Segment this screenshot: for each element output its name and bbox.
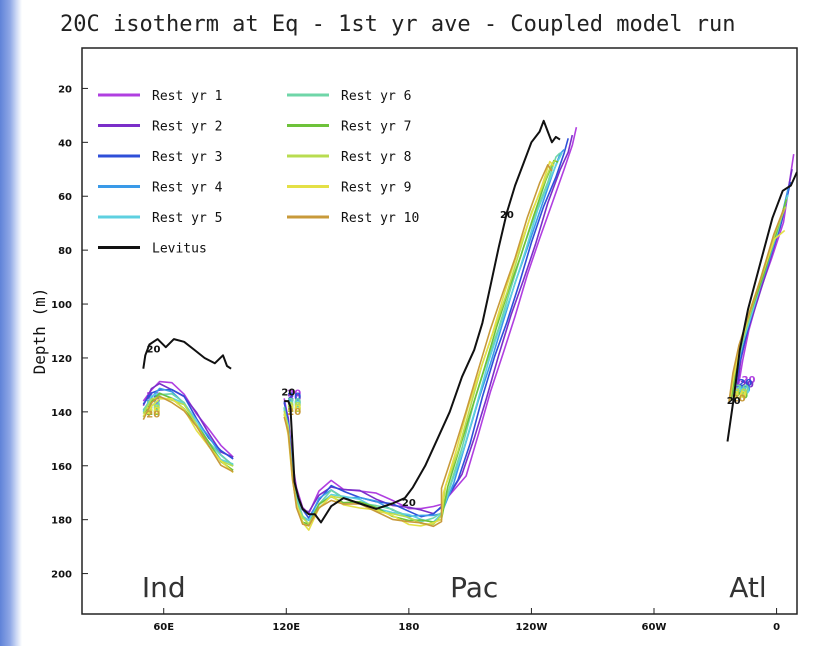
legend-label: Rest yr 3: [152, 150, 222, 165]
y-tick-label: 100: [51, 300, 72, 311]
contour-label: 20: [733, 390, 747, 401]
legend-label: Rest yr 9: [341, 181, 411, 196]
legend-item: Rest yr 1: [98, 89, 222, 104]
contour-label: 20: [737, 384, 751, 395]
chart-title: 20C isotherm at Eq - 1st yr ave - Couple…: [60, 12, 736, 37]
series-line-pac: [283, 159, 559, 526]
contour-label: 20: [738, 378, 752, 389]
series-line-pac: [283, 164, 553, 528]
contour-label: 20: [287, 404, 301, 415]
contour-label: 20: [740, 379, 754, 390]
legend-label: Rest yr 4: [152, 181, 223, 196]
contour-label: 20: [287, 398, 301, 409]
levitus-contour-label: 20: [500, 210, 514, 221]
legend-item: Levitus: [98, 242, 207, 257]
legend-label: Rest yr 8: [341, 150, 411, 165]
legend-item: Rest yr 6: [287, 89, 411, 104]
legend-item: Rest yr 10: [287, 211, 419, 226]
region-label: Ind: [142, 571, 186, 604]
levitus-contour-label: 20: [402, 498, 416, 509]
contour-label: 20: [287, 400, 301, 411]
contour-label: 20: [735, 384, 749, 395]
contour-label: 20: [742, 375, 756, 386]
levitus-contour-label: 20: [281, 388, 295, 399]
series-line-ind: [142, 395, 234, 473]
x-tick-label: 180: [398, 622, 419, 633]
contour-label: 20: [733, 387, 747, 398]
legend-label: Rest yr 2: [152, 120, 222, 135]
series-line-pac: [283, 138, 569, 519]
legend-label: Rest yr 1: [152, 89, 222, 104]
x-tick-label: 0: [773, 622, 780, 633]
x-tick-label: 120W: [515, 622, 547, 633]
series-line-atl: [728, 208, 785, 404]
levitus-line-ind: [142, 338, 232, 370]
contour-label: 20: [146, 407, 160, 418]
y-tick-label: 200: [51, 570, 72, 581]
contour-label: 20: [736, 386, 750, 397]
levitus-line-pac: [284, 119, 561, 524]
region-label: Pac: [450, 571, 498, 604]
contour-label: 20: [732, 393, 746, 404]
contour-label: 20: [146, 406, 160, 417]
y-tick-label: 160: [51, 462, 72, 473]
y-tick-label: 180: [51, 516, 72, 527]
y-tick-label: 60: [58, 192, 72, 203]
legend-label: Levitus: [152, 242, 207, 257]
contour-label: 20: [287, 407, 301, 418]
contour-label: 20: [146, 401, 160, 412]
y-tick-label: 120: [51, 354, 72, 365]
y-tick-label: 140: [51, 408, 72, 419]
levitus-contour-label: 20: [147, 345, 161, 356]
contour-label: 20: [287, 403, 301, 414]
series-line-ind: [142, 388, 234, 460]
legend: Rest yr 1 Rest yr 2 Rest yr 3 Rest yr 4 Rest…: [98, 89, 419, 257]
legend-label: Rest yr 7: [341, 120, 411, 135]
levitus-line-atl: [726, 171, 797, 442]
legend-item: Rest yr 3: [98, 150, 222, 165]
contour-label: 20: [287, 388, 301, 399]
legend-item: Rest yr 5: [98, 211, 222, 226]
x-tick-label: 120E: [272, 622, 300, 633]
legend-item: Rest yr 8: [287, 150, 411, 165]
y-axis-label: Depth (m): [30, 288, 49, 375]
contour-label: 20: [287, 393, 301, 404]
legend-item: Rest yr 4: [98, 181, 223, 196]
contour-label: 20: [287, 391, 301, 402]
contour-label: 20: [146, 410, 160, 421]
contour-label: 20: [734, 391, 748, 402]
legend-item: Rest yr 9: [287, 181, 411, 196]
contour-label: 20: [287, 397, 301, 408]
contour-label: 20: [146, 404, 160, 415]
legend-label: Rest yr 10: [341, 211, 419, 226]
x-tick-label: 60W: [642, 622, 667, 633]
y-tick-label: 40: [58, 138, 72, 149]
legend-item: Rest yr 2: [98, 120, 222, 135]
y-tick-label: 80: [58, 246, 72, 257]
region-label: Atl: [729, 571, 766, 604]
legend-label: Rest yr 5: [152, 211, 222, 226]
contour-label: 20: [146, 402, 160, 413]
levitus-contour-label: 20: [727, 396, 741, 407]
legend-label: Rest yr 6: [341, 89, 411, 104]
legend-item: Rest yr 7: [287, 120, 411, 135]
series-line-ind: [142, 397, 234, 474]
x-tick-label: 60E: [153, 622, 174, 633]
y-tick-label: 20: [58, 84, 72, 95]
contour-label: 20: [287, 401, 301, 412]
